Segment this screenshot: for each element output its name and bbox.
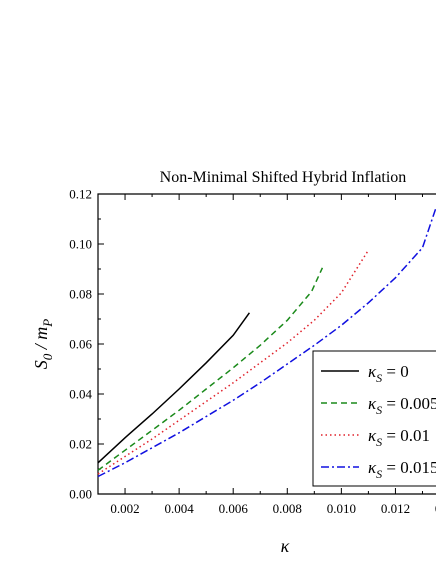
legend: κS = 0 κS = 0.005 κS = 0.01 κS = 0.015 xyxy=(312,350,436,487)
y-tick-label: 0.00 xyxy=(69,487,92,502)
x-tick-label: 0.012 xyxy=(381,501,410,516)
legend-label-1: κS = 0.005 xyxy=(368,394,436,417)
axes: 0.002 0.004 0.006 0.008 0.010 0.012 0.014 0.00 0… xyxy=(69,187,436,516)
y-tick-label: 0.10 xyxy=(69,237,92,252)
x-tick-label: 0.006 xyxy=(219,501,249,516)
y-axis-label: S0 / mP xyxy=(31,319,55,370)
x-tick-label: 0.002 xyxy=(110,501,139,516)
series-line-1 xyxy=(97,267,324,471)
series-line-3 xyxy=(97,207,436,478)
y-tick-label: 0.04 xyxy=(69,387,92,402)
chart-title: Non-Minimal Shifted Hybrid Inflation xyxy=(160,169,407,186)
series-line-0 xyxy=(97,312,251,464)
legend-label-3: κS = 0.015 xyxy=(368,458,436,481)
legend-label-2: κS = 0.01 xyxy=(368,426,430,449)
series-line-2 xyxy=(97,249,370,475)
x-tick-label: 0.014 xyxy=(435,501,436,516)
y-tick-label: 0.02 xyxy=(69,437,92,452)
x-tick-label: 0.008 xyxy=(273,501,302,516)
y-tick-label: 0.08 xyxy=(69,287,92,302)
legend-box xyxy=(312,350,436,487)
x-axis-label: κ xyxy=(281,536,290,556)
x-tick-label: 0.010 xyxy=(327,501,356,516)
legend-label-0: κS = 0 xyxy=(368,362,409,385)
x-tick-label: 0.004 xyxy=(164,501,194,516)
y-tick-label: 0.12 xyxy=(69,187,92,202)
series-lines xyxy=(97,207,436,478)
y-axis-label-text: S0 / mP xyxy=(31,319,55,370)
y-tick-label: 0.06 xyxy=(69,337,92,352)
